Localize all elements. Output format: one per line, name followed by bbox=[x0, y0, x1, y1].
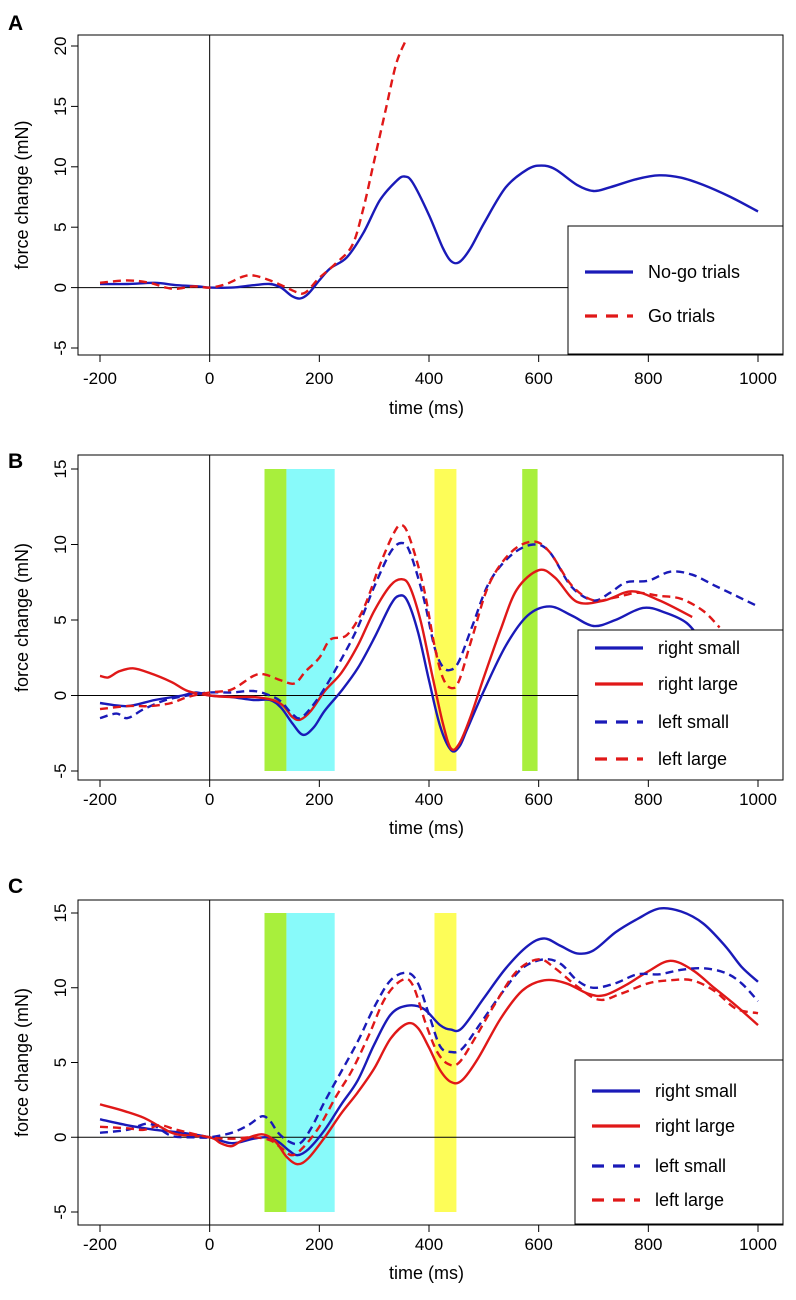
y-tick-label: 5 bbox=[51, 615, 70, 624]
legend-label: Go trials bbox=[648, 306, 715, 326]
legend-box bbox=[577, 629, 784, 781]
series-line-right-small bbox=[99, 906, 759, 1157]
legend-box bbox=[574, 1059, 784, 1225]
x-tick-label: 200 bbox=[305, 369, 333, 388]
legend-box bbox=[567, 225, 784, 355]
x-tick-label: 400 bbox=[415, 1235, 443, 1254]
x-tick-label: 1000 bbox=[739, 369, 777, 388]
series-line-left-small bbox=[99, 957, 759, 1146]
x-tick-label: 1000 bbox=[739, 790, 777, 809]
y-tick-label: 5 bbox=[51, 222, 70, 231]
series-line-left-large bbox=[99, 523, 721, 711]
y-tick-label: -5 bbox=[51, 763, 70, 778]
legend-label: No-go trials bbox=[648, 262, 740, 282]
x-tick-label: 0 bbox=[205, 369, 214, 388]
series-line-left-large bbox=[99, 958, 759, 1157]
panel-b: B -200 0 200 400 600 800 1000 -5 0 5 10 15 time (ms) f… bbox=[8, 450, 784, 838]
x-axis-label: time (ms) bbox=[389, 818, 464, 838]
y-axis-label: force change (mN) bbox=[12, 120, 32, 269]
y-tick-label: 10 bbox=[51, 978, 70, 997]
plot-frame bbox=[77, 454, 784, 781]
x-axis-label: time (ms) bbox=[389, 1263, 464, 1283]
legend-label: left large bbox=[655, 1190, 724, 1210]
x-tick-label: 0 bbox=[205, 790, 214, 809]
legend: right small right large left small left lar… bbox=[577, 629, 784, 781]
legend-label: right small bbox=[658, 638, 740, 658]
x-axis-label: time (ms) bbox=[389, 398, 464, 418]
legend-label: right small bbox=[655, 1081, 737, 1101]
x-tick-label: 1000 bbox=[739, 1235, 777, 1254]
legend-label: left large bbox=[658, 749, 727, 769]
shaded-band-green bbox=[264, 913, 287, 1212]
y-tick-label: 15 bbox=[51, 460, 70, 479]
series-line-left-small bbox=[99, 541, 759, 720]
legend-label: right large bbox=[658, 674, 738, 694]
x-tick-label: -200 bbox=[83, 1235, 117, 1254]
shaded-band-cyan bbox=[286, 913, 335, 1212]
x-tick-label: 600 bbox=[524, 1235, 552, 1254]
x-tick-label: 600 bbox=[524, 369, 552, 388]
series-line-no-go-trials bbox=[99, 164, 759, 300]
legend-label: left small bbox=[658, 712, 729, 732]
x-tick-label: -200 bbox=[83, 369, 117, 388]
y-tick-label: 10 bbox=[51, 157, 70, 176]
x-tick-label: 400 bbox=[415, 369, 443, 388]
shaded-band-yellow bbox=[434, 469, 457, 771]
panel-letter: A bbox=[8, 12, 23, 35]
y-tick-label: 5 bbox=[51, 1058, 70, 1067]
x-tick-label: 200 bbox=[305, 790, 333, 809]
series-line-right-large bbox=[99, 959, 759, 1166]
legend: right small right large left small left lar… bbox=[574, 1059, 784, 1225]
shaded-band-cyan bbox=[286, 469, 335, 771]
x-tick-label: 200 bbox=[305, 1235, 333, 1254]
x-tick-label: 800 bbox=[634, 369, 662, 388]
y-tick-label: 20 bbox=[51, 37, 70, 56]
x-tick-label: -200 bbox=[83, 790, 117, 809]
y-tick-label: 0 bbox=[51, 1133, 70, 1142]
y-tick-label: 15 bbox=[51, 97, 70, 116]
x-tick-label: 400 bbox=[415, 790, 443, 809]
y-tick-label: 15 bbox=[51, 904, 70, 923]
plot-frame bbox=[77, 34, 784, 356]
panel-a: A -200 0 200 400 600 800 1000 -5 0 5 10 15 20 time (ms… bbox=[8, 12, 784, 418]
x-tick-label: 600 bbox=[524, 790, 552, 809]
series-line-go-trials bbox=[99, 40, 407, 295]
y-tick-label: 0 bbox=[51, 691, 70, 700]
legend-label: right large bbox=[655, 1116, 735, 1136]
y-axis-label: force change (mN) bbox=[12, 988, 32, 1137]
legend: No-go trials Go trials bbox=[567, 225, 784, 355]
y-tick-label: 0 bbox=[51, 283, 70, 292]
panel-letter: C bbox=[8, 875, 23, 898]
x-tick-label: 800 bbox=[634, 1235, 662, 1254]
panel-c: C -200 0 200 400 600 800 1000 -5 0 5 10 15 time (ms) f… bbox=[8, 875, 784, 1283]
y-tick-label: 10 bbox=[51, 535, 70, 554]
y-tick-label: -5 bbox=[51, 340, 70, 355]
x-tick-label: 0 bbox=[205, 1235, 214, 1254]
shaded-band-green bbox=[264, 469, 287, 771]
panel-letter: B bbox=[8, 450, 23, 473]
y-tick-label: -5 bbox=[51, 1204, 70, 1219]
y-axis-label: force change (mN) bbox=[12, 543, 32, 692]
x-tick-label: 800 bbox=[634, 790, 662, 809]
series-line-right-large bbox=[99, 568, 693, 752]
legend-label: left small bbox=[655, 1156, 726, 1176]
